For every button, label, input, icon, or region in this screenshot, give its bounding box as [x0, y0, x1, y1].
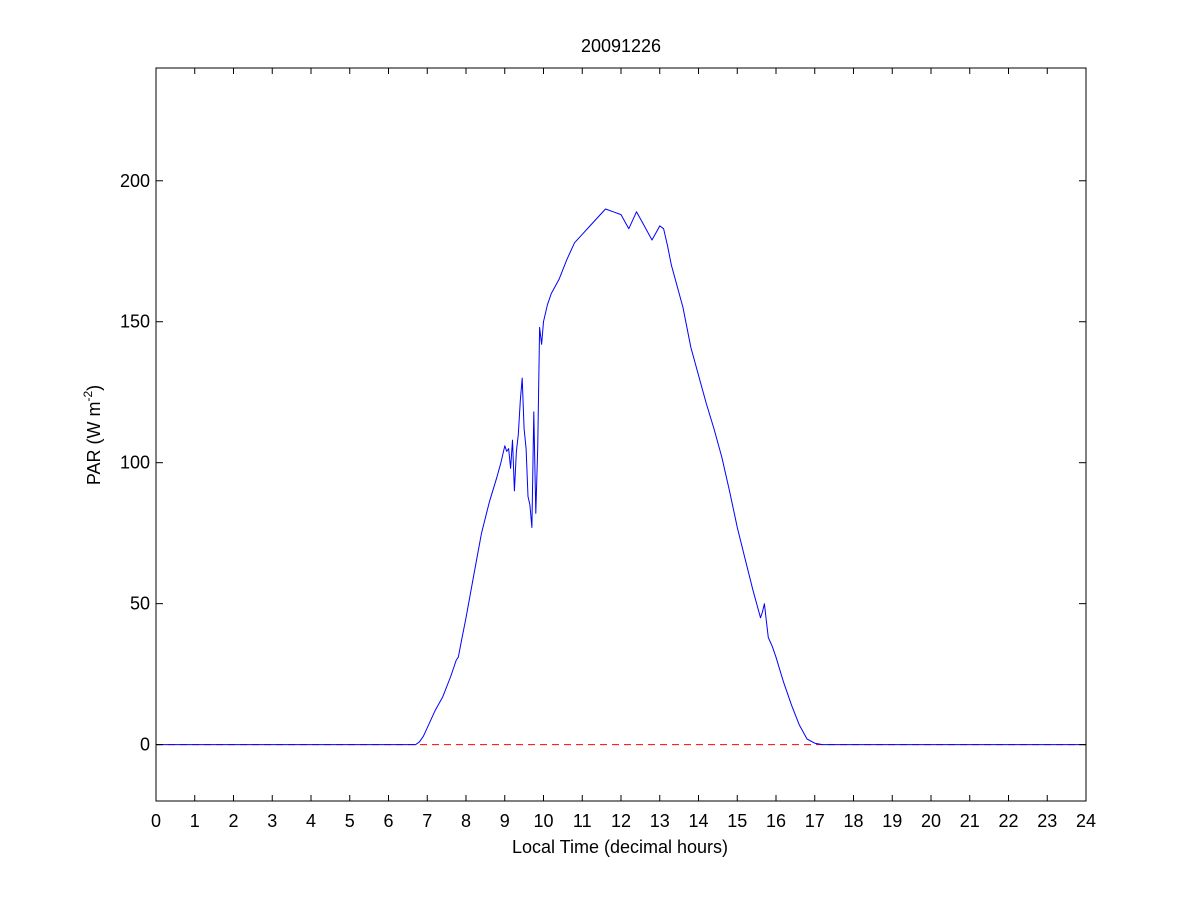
y-axis-label-suffix: ): [84, 385, 104, 391]
x-axis-label: Local Time (decimal hours): [512, 837, 728, 857]
x-tick-label: 9: [500, 811, 510, 831]
y-tick-label: 200: [120, 171, 150, 191]
x-tick-label: 18: [843, 811, 863, 831]
y-tick-label: 150: [120, 312, 150, 332]
chart-title: 20091226: [581, 36, 661, 56]
x-tick-label: 5: [345, 811, 355, 831]
x-tick-label: 11: [573, 811, 592, 831]
x-tick-label: 12: [611, 811, 631, 831]
y-tick-label: 100: [120, 453, 150, 473]
x-tick-label: 20: [921, 811, 941, 831]
axes-box: [155, 67, 1087, 802]
x-tick-label: 19: [882, 811, 902, 831]
series-line-0: [156, 208, 1086, 746]
x-tick-label: 6: [383, 811, 393, 831]
x-tick-label: 15: [727, 811, 747, 831]
x-tick-label: 4: [306, 811, 316, 831]
y-axis-label: PAR (W m-2): [81, 385, 104, 485]
x-tick-label: 21: [960, 811, 980, 831]
x-tick-label: 16: [766, 811, 786, 831]
x-tick-label: 3: [267, 811, 277, 831]
x-tick-label: 7: [422, 811, 432, 831]
y-axis-label-superscript: -2: [81, 391, 95, 402]
x-tick-label: 14: [688, 811, 708, 831]
x-tick-label: 22: [998, 811, 1018, 831]
y-axis-label-main: PAR (W m: [84, 402, 104, 486]
x-tick-label: 24: [1076, 811, 1096, 831]
x-tick-label: 8: [461, 811, 471, 831]
x-tick-label: 2: [228, 811, 238, 831]
x-tick-label: 17: [805, 811, 825, 831]
x-tick-label: 10: [533, 811, 553, 831]
y-tick-label: 0: [140, 735, 150, 755]
plot-area: 0 1 2 3 4 5 6 7 8 9 10 11 12 13 14 15 16 17 18 19 20 21 22 23 24…: [120, 67, 1096, 831]
y-tick-label: 50: [130, 594, 150, 614]
x-tick-label: 1: [190, 811, 200, 831]
x-tick-label: 13: [650, 811, 670, 831]
x-tick-label: 23: [1037, 811, 1057, 831]
x-tick-label: 0: [151, 811, 161, 831]
